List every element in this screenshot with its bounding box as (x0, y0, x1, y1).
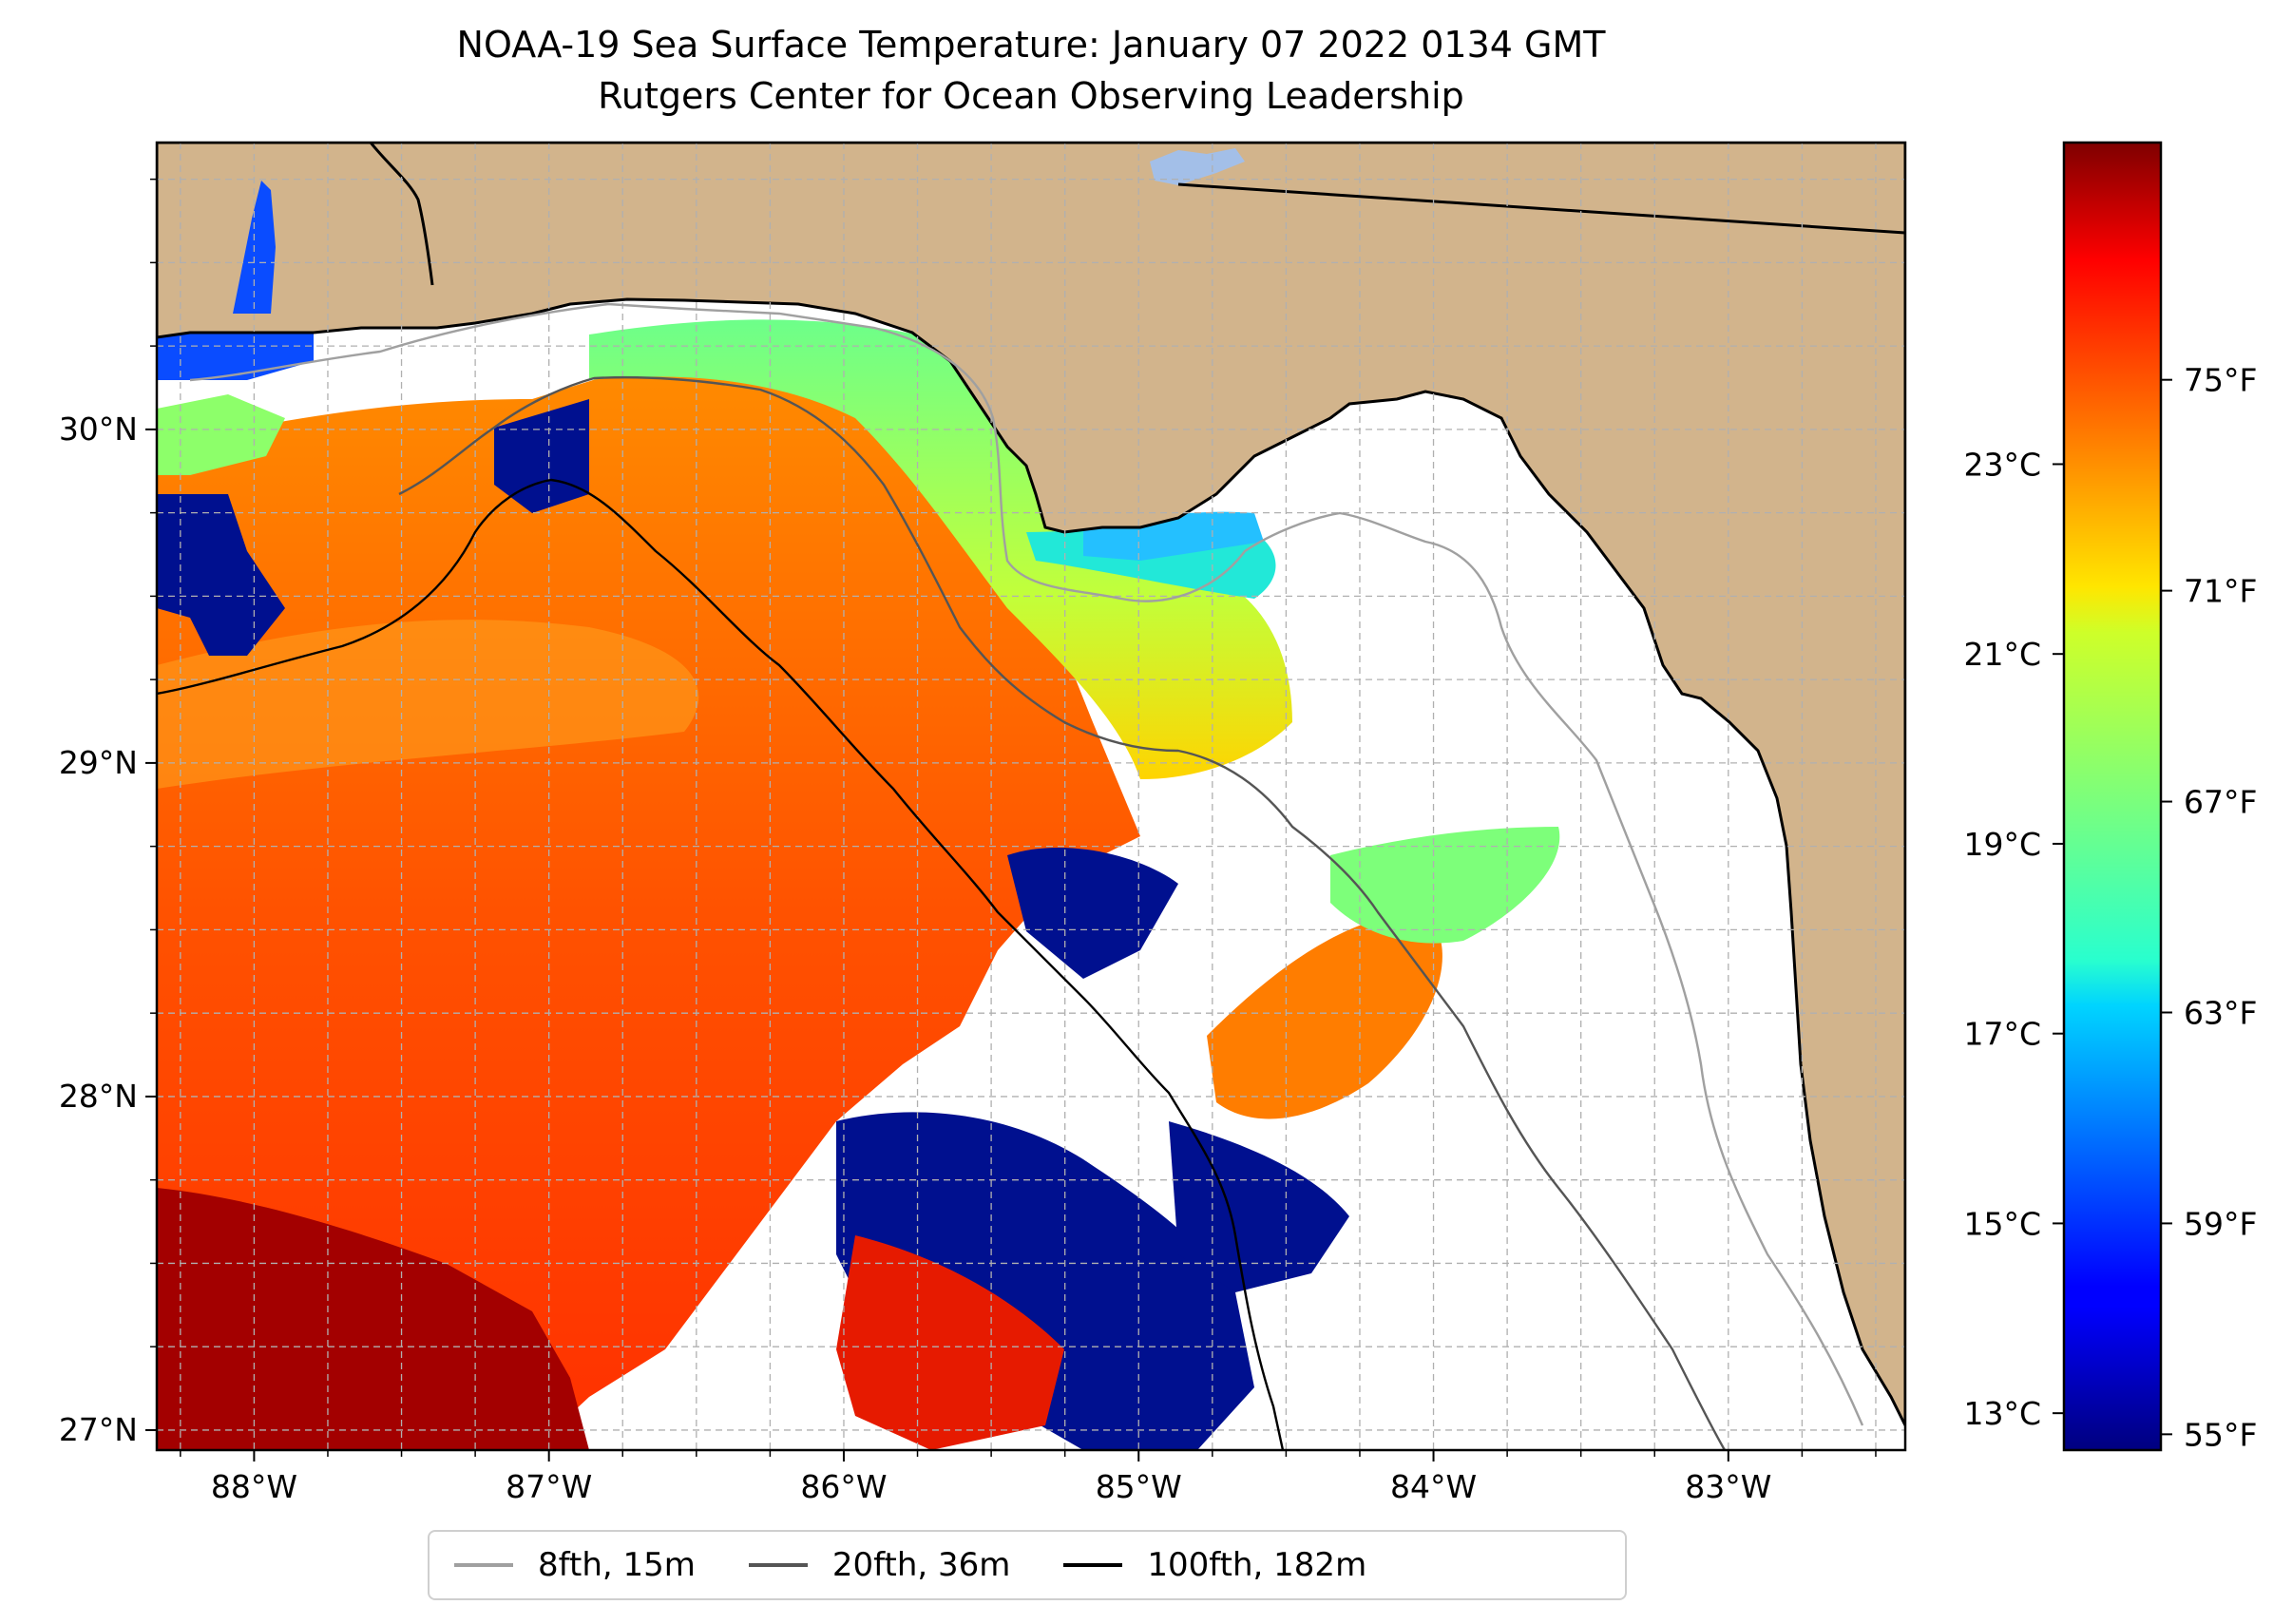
lon-tick-label: 85°W (1096, 1468, 1182, 1505)
colorbar-c-label: 23°C (1963, 446, 2041, 483)
lat-tick-label: 30°N (59, 411, 138, 448)
lat-tick-label: 28°N (59, 1078, 138, 1115)
sst-field (157, 285, 1560, 1450)
sst-east-cold (1169, 1121, 1349, 1292)
colorbar-f-label: 55°F (2184, 1416, 2257, 1453)
sst-hot-southwest (157, 1188, 589, 1450)
sst-cold-pocket (494, 399, 589, 513)
colorbar (2062, 141, 2163, 1452)
legend-swatch-100fth (1063, 1563, 1123, 1567)
sst-east-blob (1207, 912, 1442, 1119)
legend-item-100fth: 100fth, 182m (1063, 1546, 1366, 1584)
colorbar-c-label: 21°C (1963, 636, 2041, 673)
colorbar-f-label: 63°F (2184, 994, 2257, 1031)
sst-cold-central (1007, 847, 1178, 979)
legend-swatch-20fth (748, 1563, 808, 1567)
state-boundary-al-fl (369, 143, 434, 286)
lon-tick-label: 83°W (1685, 1468, 1771, 1505)
lon-tick-label: 88°W (211, 1468, 297, 1505)
legend-label-8fth: 8fth, 15m (538, 1546, 696, 1584)
colorbar-f-label: 71°F (2184, 573, 2257, 610)
legend-item-20fth: 20fth, 36m (748, 1546, 1011, 1584)
isobaths (157, 302, 1864, 1450)
lake (1150, 148, 1245, 185)
legend-item-8fth: 8fth, 15m (454, 1546, 696, 1584)
map-subtitle: Rutgers Center for Ocean Observing Leade… (598, 75, 1464, 117)
lon-tick-label: 86°W (800, 1468, 887, 1505)
state-boundary (1177, 182, 1905, 235)
colorbar-celsius-ticks: 13°C 15°C 17°C 19°C 21°C 23°C (1963, 446, 2064, 1432)
colorbar-c-label: 13°C (1963, 1395, 2041, 1432)
lat-tick-label: 27°N (59, 1411, 138, 1448)
sst-shelf-green (589, 319, 1292, 779)
colorbar-f-label: 67°F (2184, 784, 2257, 821)
legend: 8fth, 15m 20fth, 36m 100fth, 182m (428, 1530, 1627, 1600)
isobath-20fth (398, 375, 1727, 1450)
colorbar-c-label: 17°C (1963, 1016, 2041, 1053)
legend-label-20fth: 20fth, 36m (831, 1546, 1011, 1584)
colorbar-fahrenheit-ticks: 55°F 59°F 63°F 67°F 71°F 75°F (2161, 362, 2257, 1453)
lat-tick-label: 29°N (59, 744, 138, 781)
sst-east-green (1330, 827, 1560, 944)
longitude-axis: 88°W 87°W 86°W 85°W 84°W 83°W (180, 1450, 1877, 1505)
map-area (157, 143, 1905, 1450)
map-title: NOAA-19 Sea Surface Temperature: January… (456, 24, 1606, 66)
colorbar-f-label: 75°F (2184, 362, 2257, 399)
lon-tick-label: 87°W (506, 1468, 592, 1505)
sst-west-cold (157, 494, 285, 656)
colorbar-c-label: 15°C (1963, 1205, 2041, 1242)
land-north (157, 143, 1905, 1426)
latitude-axis: 27°N 28°N 29°N 30°N (59, 178, 157, 1448)
legend-swatch-8fth (454, 1563, 513, 1567)
legend-label-100fth: 100fth, 182m (1147, 1546, 1367, 1584)
isobath-100fth (157, 478, 1285, 1450)
colorbar-c-label: 19°C (1963, 826, 2041, 863)
isobath-8fth (189, 302, 1864, 1426)
map-frame (155, 141, 1907, 1452)
sst-orange-band (157, 620, 699, 789)
sst-red-south (836, 1235, 1064, 1450)
lon-tick-label: 84°W (1390, 1468, 1477, 1505)
map-grid (157, 143, 1905, 1450)
sst-west-green (157, 394, 285, 475)
colorbar-f-label: 59°F (2184, 1205, 2257, 1242)
